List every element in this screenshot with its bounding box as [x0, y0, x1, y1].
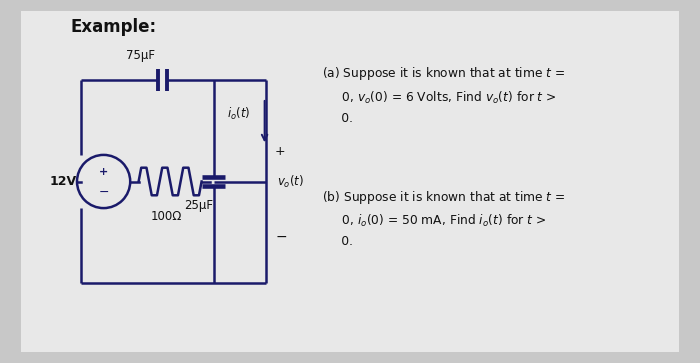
Text: $v_o(t)$: $v_o(t)$	[277, 174, 304, 189]
Text: (a) Suppose it is known that at time $t$ =
     0, $v_o(0)$ = 6 Volts, Find $v_o: (a) Suppose it is known that at time $t$…	[322, 65, 566, 125]
Text: −: −	[98, 185, 109, 199]
Text: −: −	[275, 230, 287, 244]
FancyBboxPatch shape	[21, 11, 679, 352]
Text: 12V: 12V	[50, 175, 77, 188]
Text: +: +	[99, 167, 108, 177]
Text: 25μF: 25μF	[184, 199, 213, 212]
Text: 100Ω: 100Ω	[151, 210, 182, 223]
Text: +: +	[275, 145, 286, 158]
Text: $i_o(t)$: $i_o(t)$	[228, 106, 251, 122]
Text: Example:: Example:	[70, 18, 156, 36]
Text: (b) Suppose it is known that at time $t$ =
     0, $i_o(0)$ = 50 mA, Find $i_o(t: (b) Suppose it is known that at time $t$…	[322, 189, 566, 248]
Text: 75μF: 75μF	[127, 49, 155, 62]
